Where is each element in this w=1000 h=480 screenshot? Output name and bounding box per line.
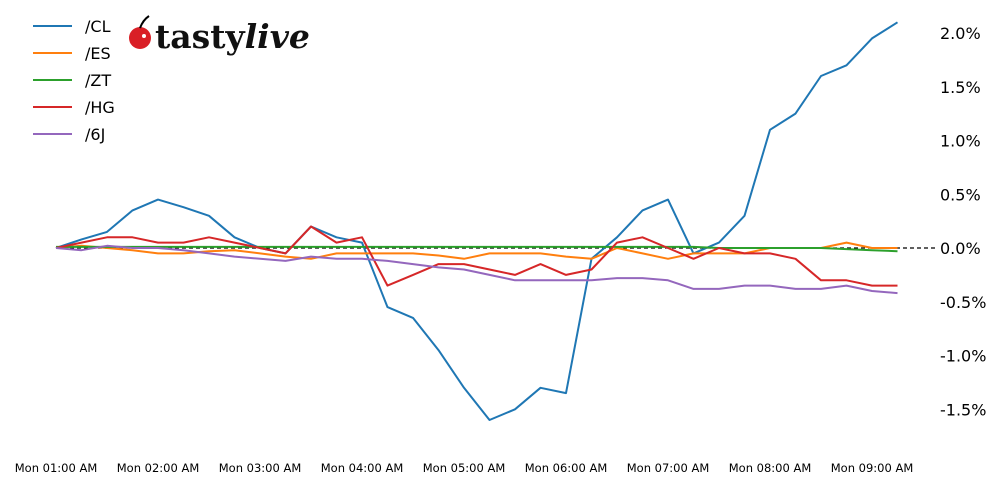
legend-label: /ZT — [85, 71, 111, 90]
y-tick-label: -0.5% — [940, 293, 986, 312]
cherry-icon — [129, 27, 151, 49]
series-line-ZT — [56, 245, 898, 253]
y-tick-label: 2.0% — [940, 24, 981, 43]
x-tick-label: Mon 03:00 AM — [219, 461, 302, 475]
x-tick-label: Mon 08:00 AM — [729, 461, 812, 475]
y-axis: 2.0% 1.5% 1.0% 0.5% 0.0% -0.5% -1.0% -1.5% — [940, 24, 986, 419]
x-axis: Mon 01:00 AM Mon 02:00 AM Mon 03:00 AM Mon … — [15, 461, 914, 475]
x-tick-label: Mon 06:00 AM — [525, 461, 608, 475]
y-tick-label: 0.5% — [940, 185, 981, 204]
legend-label: /6J — [85, 125, 105, 144]
x-tick-label: Mon 09:00 AM — [831, 461, 914, 475]
tastylive-logo: tastylive — [129, 15, 310, 56]
series-line-6J — [55, 244, 898, 295]
logo-text: tastylive — [155, 17, 310, 56]
x-tick-label: Mon 01:00 AM — [15, 461, 98, 475]
x-tick-label: Mon 07:00 AM — [627, 461, 710, 475]
y-tick-label: -1.5% — [940, 400, 986, 419]
series-line-CL — [55, 21, 899, 421]
y-tick-label: 0.0% — [940, 239, 981, 258]
x-tick-label: Mon 05:00 AM — [423, 461, 506, 475]
legend-label: /CL — [85, 17, 111, 36]
y-tick-label: 1.5% — [940, 78, 981, 97]
y-tick-label: -1.0% — [940, 347, 986, 366]
x-tick-label: Mon 04:00 AM — [321, 461, 404, 475]
legend: /CL/ES/ZT/HG/6J — [33, 17, 115, 144]
series-line-HG — [55, 225, 898, 287]
x-tick-label: Mon 02:00 AM — [117, 461, 200, 475]
legend-label: /HG — [85, 98, 115, 117]
series-lines — [55, 21, 899, 421]
legend-label: /ES — [85, 44, 111, 63]
y-tick-label: 1.0% — [940, 132, 981, 151]
